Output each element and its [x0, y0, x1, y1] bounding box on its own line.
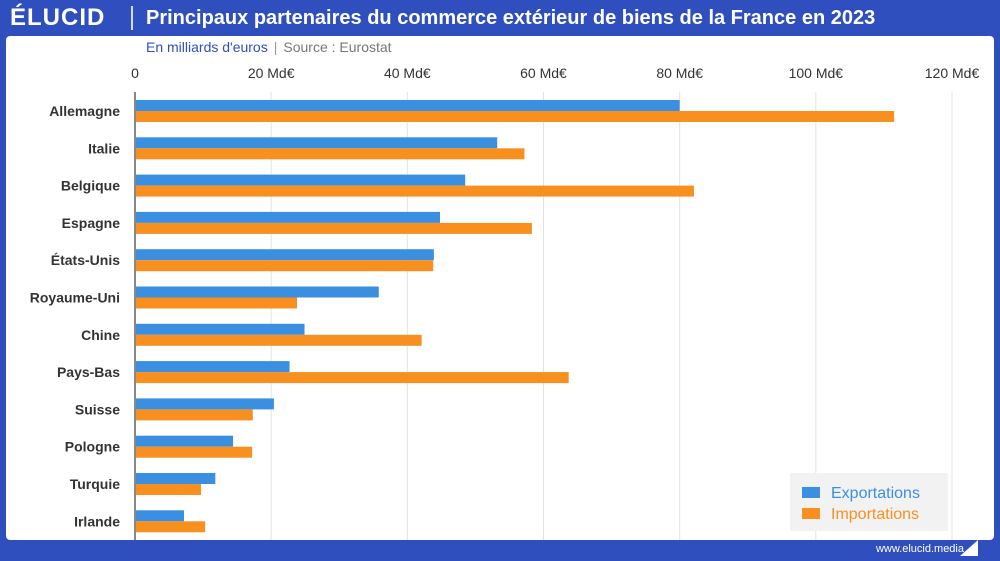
- legend-swatch-0: [802, 487, 820, 498]
- import-bar-8: [136, 409, 253, 421]
- legend-box: [790, 473, 948, 531]
- chart-subtitle: En milliards d'euros | Source : Eurostat: [146, 39, 392, 55]
- header-bar: ÉLUCID Principaux partenaires du commerc…: [0, 0, 1000, 36]
- export-bar-0: [136, 100, 680, 111]
- import-bar-4: [136, 260, 434, 272]
- category-label: Italie: [88, 140, 120, 156]
- category-label: Suisse: [75, 401, 120, 417]
- source-label: Source : Eurostat: [283, 39, 392, 55]
- export-bar-7: [136, 361, 290, 373]
- export-bar-5: [136, 286, 379, 298]
- x-tick-label: 100 Md€: [789, 65, 844, 81]
- export-bar-4: [136, 249, 434, 261]
- x-tick-label: 20 Md€: [248, 65, 295, 81]
- import-bar-5: [136, 297, 298, 309]
- export-bar-1: [136, 137, 498, 149]
- category-label: Espagne: [62, 215, 121, 231]
- category-label: États-Unis: [51, 252, 120, 268]
- x-tick-label: 40 Md€: [384, 65, 431, 81]
- export-bar-6: [136, 323, 305, 335]
- legend-label: Importations: [831, 506, 919, 523]
- export-bar-11: [136, 510, 185, 522]
- export-bar-10: [136, 473, 216, 484]
- footer-url[interactable]: www.elucid.media: [875, 543, 964, 555]
- import-bar-1: [136, 148, 525, 160]
- import-bar-9: [136, 446, 253, 458]
- import-bar-3: [136, 222, 532, 234]
- unit-label: En milliards d'euros: [146, 39, 268, 55]
- category-label: Chine: [81, 327, 120, 343]
- legend-label: Exportations: [831, 485, 920, 502]
- x-tick-label: 120 Md€: [925, 65, 980, 81]
- import-bar-10: [136, 484, 202, 495]
- export-bar-9: [136, 435, 234, 447]
- import-bar-2: [136, 185, 694, 197]
- import-bar-6: [136, 334, 422, 346]
- x-tick-label: 80 Md€: [656, 65, 703, 81]
- category-label: Allemagne: [49, 103, 120, 119]
- chart-title: Principaux partenaires du commerce extér…: [146, 7, 876, 29]
- elucid-logo[interactable]: ÉLUCID: [10, 4, 106, 31]
- legend-swatch-1: [802, 508, 820, 519]
- import-bar-7: [136, 372, 569, 384]
- export-bar-3: [136, 211, 441, 223]
- category-label: Pays-Bas: [57, 364, 120, 380]
- category-label: Turquie: [70, 476, 121, 492]
- export-bar-2: [136, 174, 466, 186]
- x-tick-label: 0: [131, 65, 139, 81]
- category-label: Royaume-Uni: [30, 290, 120, 306]
- subtitle-separator: |: [273, 39, 278, 55]
- logo-separator: [131, 6, 133, 30]
- import-bar-0: [136, 111, 895, 122]
- elucid-mark-icon: [960, 540, 978, 561]
- category-label: Belgique: [61, 178, 120, 194]
- export-bar-8: [136, 398, 274, 410]
- import-bar-11: [136, 521, 206, 533]
- category-label: Pologne: [65, 439, 120, 455]
- x-tick-label: 60 Md€: [520, 65, 567, 81]
- category-label: Irlande: [74, 513, 120, 529]
